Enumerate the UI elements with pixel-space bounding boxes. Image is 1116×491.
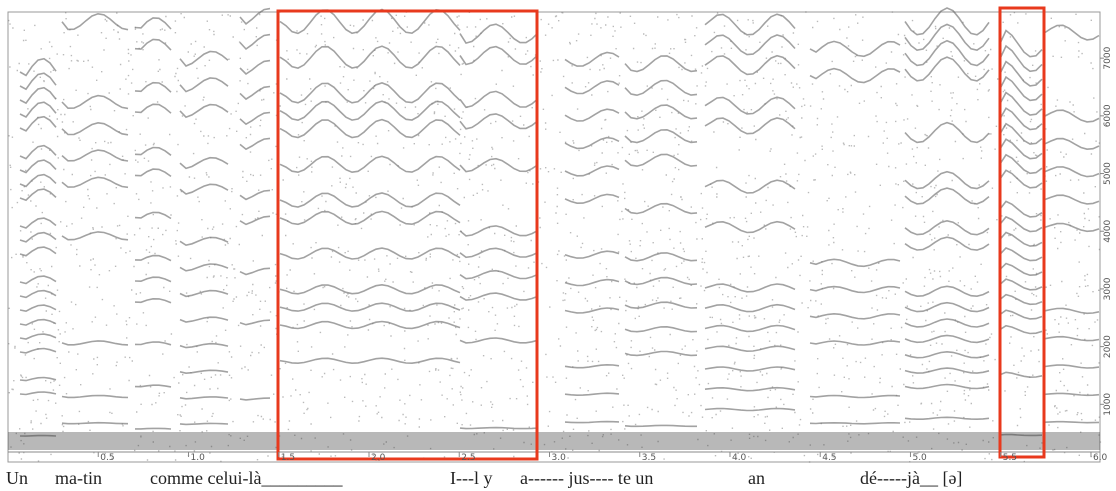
x-tick-label: 1.0 xyxy=(190,453,205,463)
x-tick-label: 5.0 xyxy=(912,453,927,463)
y-tick-label: 4000 xyxy=(1103,220,1113,243)
y-tick-label: 3000 xyxy=(1103,277,1113,300)
lyric: a------ jus---- te un xyxy=(520,468,653,488)
x-tick-label: 3.5 xyxy=(642,453,656,463)
lyric: dé-----jà__ [ə] xyxy=(860,468,962,488)
spectrogram-texture xyxy=(8,7,1102,463)
noise xyxy=(8,11,1102,463)
highlight-box xyxy=(276,9,539,461)
y-tick-label: 1000 xyxy=(1103,393,1113,416)
highlight-box xyxy=(998,6,1046,459)
y-tick-label: 7000 xyxy=(1103,46,1113,69)
x-tick-label: 3.0 xyxy=(551,453,566,463)
x-tick-label: 2.0 xyxy=(371,453,386,463)
y-tick-label: 2000 xyxy=(1103,335,1113,358)
x-tick-label: 0.5 xyxy=(100,453,114,463)
x-tick-label: 1.5 xyxy=(281,453,295,463)
lyric: comme celui-là_________ xyxy=(150,468,343,488)
harmonics xyxy=(19,7,1100,437)
plot-area xyxy=(7,11,1101,463)
x-tick-label: 5.5 xyxy=(1003,453,1017,463)
lyric: ma-tin xyxy=(55,468,102,488)
lyric: Un xyxy=(6,468,28,488)
x-tick-label: 2.5 xyxy=(461,453,475,463)
x-tick-label: 4.0 xyxy=(732,453,747,463)
y-tick-label: 5000 xyxy=(1103,162,1113,185)
lyric: an xyxy=(748,468,765,488)
x-tick-label: 4.5 xyxy=(822,453,836,463)
baseline-band xyxy=(8,432,1100,450)
y-tick-label: 6000 xyxy=(1103,104,1113,127)
lyric: I---l y xyxy=(450,468,492,488)
x-tick-label: 6.0 xyxy=(1093,453,1108,463)
